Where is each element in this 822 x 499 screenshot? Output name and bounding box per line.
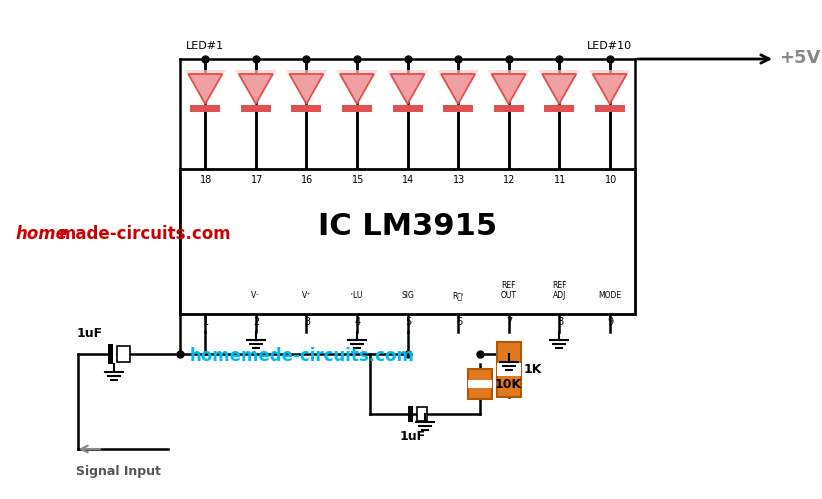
Bar bbox=[342, 105, 372, 112]
Polygon shape bbox=[492, 74, 525, 104]
Bar bbox=[544, 105, 574, 112]
Bar bbox=[443, 105, 473, 112]
Text: 7: 7 bbox=[506, 317, 513, 327]
Polygon shape bbox=[441, 74, 475, 104]
Bar bbox=[408, 406, 413, 422]
Bar bbox=[468, 369, 492, 399]
Text: SIG: SIG bbox=[401, 291, 414, 300]
Text: 14: 14 bbox=[403, 175, 414, 185]
Text: 16: 16 bbox=[302, 175, 313, 185]
Bar bbox=[496, 363, 520, 376]
Text: 4: 4 bbox=[355, 317, 361, 327]
Polygon shape bbox=[386, 70, 428, 102]
Text: V⁺: V⁺ bbox=[302, 291, 311, 300]
Text: 15: 15 bbox=[352, 175, 364, 185]
Text: +5V: +5V bbox=[779, 49, 820, 67]
Bar bbox=[291, 105, 321, 112]
Bar bbox=[392, 105, 423, 112]
Text: LED#10: LED#10 bbox=[587, 41, 632, 51]
Text: 13: 13 bbox=[453, 175, 465, 185]
Text: 1uF: 1uF bbox=[77, 327, 103, 340]
Bar bbox=[241, 105, 270, 112]
Polygon shape bbox=[589, 70, 630, 102]
Polygon shape bbox=[340, 74, 374, 104]
Text: 5: 5 bbox=[405, 317, 412, 327]
Polygon shape bbox=[336, 70, 378, 102]
Polygon shape bbox=[188, 74, 222, 104]
Text: 1K: 1K bbox=[524, 363, 542, 376]
Bar bbox=[494, 105, 524, 112]
Text: LED#1: LED#1 bbox=[187, 41, 224, 51]
Text: made-circuits.com: made-circuits.com bbox=[59, 225, 232, 243]
Text: 1uF: 1uF bbox=[400, 430, 426, 443]
Bar bbox=[595, 105, 625, 112]
Polygon shape bbox=[437, 70, 479, 102]
Text: ⁿLU: ⁿLU bbox=[351, 291, 363, 300]
Text: REF
ADJ: REF ADJ bbox=[552, 280, 566, 300]
Polygon shape bbox=[239, 74, 273, 104]
Polygon shape bbox=[543, 74, 576, 104]
Text: 11: 11 bbox=[554, 175, 566, 185]
Polygon shape bbox=[235, 70, 277, 102]
Text: 1: 1 bbox=[203, 317, 210, 327]
Text: MODE: MODE bbox=[598, 291, 621, 300]
Polygon shape bbox=[285, 70, 327, 102]
Polygon shape bbox=[538, 70, 580, 102]
Text: 10K: 10K bbox=[495, 378, 522, 391]
Polygon shape bbox=[487, 70, 529, 102]
Text: 17: 17 bbox=[251, 175, 263, 185]
Polygon shape bbox=[390, 74, 424, 104]
Text: REF
OUT: REF OUT bbox=[501, 280, 516, 300]
Text: 10: 10 bbox=[605, 175, 616, 185]
Bar bbox=[108, 344, 113, 364]
Text: IC LM3915: IC LM3915 bbox=[318, 212, 497, 241]
Text: 18: 18 bbox=[200, 175, 212, 185]
Text: Rℊᴵ: Rℊᴵ bbox=[452, 291, 464, 300]
Text: V⁻: V⁻ bbox=[252, 291, 261, 300]
Text: Signal Input: Signal Input bbox=[76, 465, 161, 478]
Text: home: home bbox=[15, 225, 67, 243]
Polygon shape bbox=[184, 70, 226, 102]
Text: 2: 2 bbox=[254, 317, 260, 327]
Polygon shape bbox=[593, 74, 626, 104]
Text: 3: 3 bbox=[304, 317, 311, 327]
Text: homemede-circuits.com: homemede-circuits.com bbox=[190, 347, 415, 365]
Text: 12: 12 bbox=[503, 175, 515, 185]
Text: 6: 6 bbox=[456, 317, 462, 327]
Bar bbox=[180, 169, 635, 314]
Bar bbox=[190, 105, 220, 112]
Text: 9: 9 bbox=[607, 317, 614, 327]
Bar bbox=[496, 342, 520, 397]
Text: 8: 8 bbox=[557, 317, 563, 327]
Polygon shape bbox=[289, 74, 323, 104]
Bar bbox=[468, 380, 492, 388]
Bar bbox=[417, 407, 427, 421]
Bar bbox=[117, 346, 130, 362]
